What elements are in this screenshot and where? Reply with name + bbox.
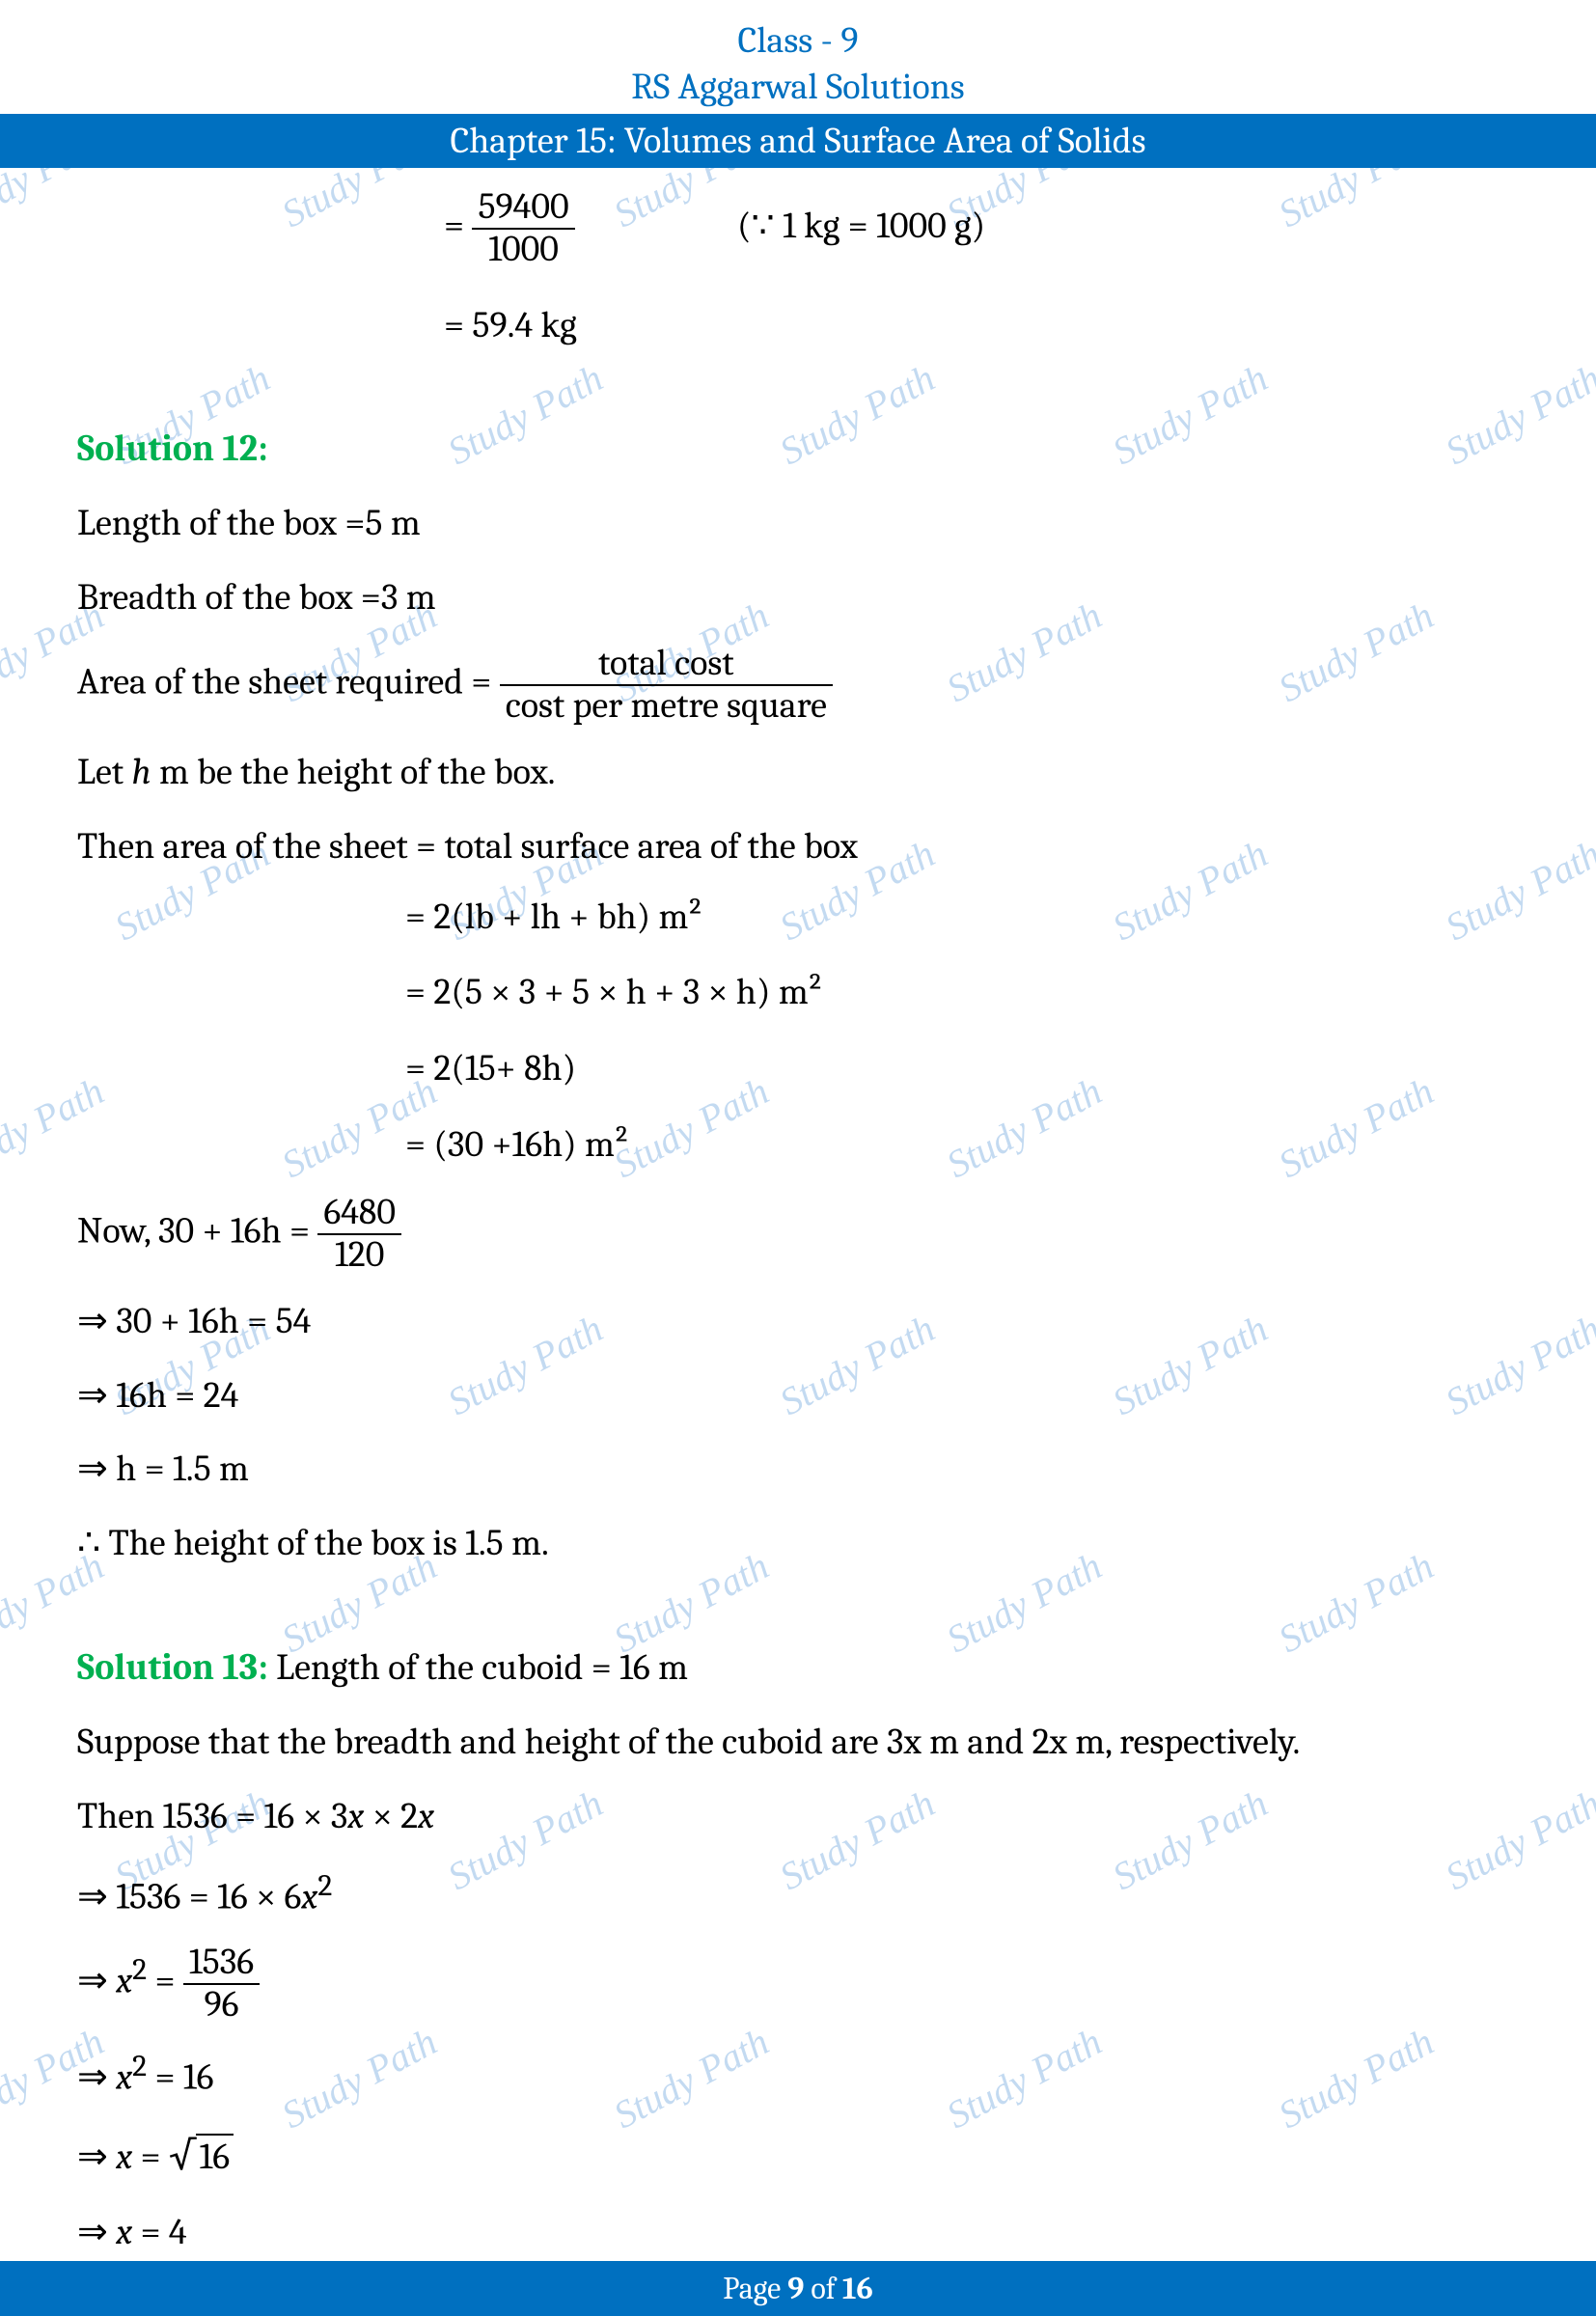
page-header: Class - 9 RS Aggarwal Solutions Chapter …: [0, 0, 1596, 168]
eq-lhs: =: [444, 205, 464, 247]
solution-label: Solution 12:: [77, 427, 268, 470]
text: Let: [77, 751, 132, 793]
solution-12-heading: Solution 12:: [77, 421, 1519, 478]
sol13-line4: ⇒ 1536 = 16 × 6x2: [77, 1862, 1519, 1926]
sol11-eq2: = 59.4 kg: [444, 297, 1519, 354]
sol12-line2: Breadth of the box =3 m: [77, 569, 1519, 626]
sol13-line2: Suppose that the breadth and height of t…: [77, 1714, 1519, 1771]
var-x: x: [116, 2211, 132, 2253]
fraction: total cost cost per metre square: [500, 644, 833, 727]
text: Area of the sheet required =: [77, 661, 491, 703]
text: ⇒ 1536 = 16 × 6: [77, 1876, 301, 1918]
footer-post: of: [804, 2271, 841, 2306]
header-title: RS Aggarwal Solutions: [0, 66, 1596, 108]
var-x: x: [116, 2056, 132, 2099]
text: Length of the cuboid = 16 m: [268, 1646, 688, 1689]
var-x: x: [301, 1876, 317, 1918]
page-footer: Page 9 of 16: [0, 2261, 1596, 2316]
text: = 4: [132, 2211, 186, 2253]
numerator: total cost: [500, 644, 833, 686]
exponent: 2: [132, 2049, 147, 2083]
eq-annotation: (∵ 1 kg = 1000 g): [737, 198, 985, 255]
text: × 2: [364, 1795, 418, 1837]
header-class: Class - 9: [0, 19, 1596, 62]
sol12-line9: = (30 +16h) m²: [405, 1117, 1519, 1173]
var-h: h: [132, 751, 151, 793]
sol12-line12: ⇒ 16h = 24: [77, 1367, 1519, 1424]
text: = 16: [147, 2056, 213, 2099]
sol12-line14: ∴ The height of the box is 1.5 m.: [77, 1515, 1519, 1572]
denominator: 96: [183, 1985, 260, 2026]
sol12-line1: Length of the box =5 m: [77, 495, 1519, 552]
text: =: [132, 2136, 169, 2178]
sol12-line11: ⇒ 30 + 16h = 54: [77, 1293, 1519, 1350]
denominator: 1000: [472, 230, 574, 270]
text: Now, 30 + 16h =: [77, 1210, 310, 1253]
header-chapter: Chapter 15: Volumes and Surface Area of …: [0, 114, 1596, 168]
fraction: 6480 120: [317, 1193, 401, 1276]
sqrt-icon: √: [169, 2132, 196, 2179]
page-total: 16: [842, 2271, 873, 2306]
text: m be the height of the box.: [151, 751, 556, 793]
fraction: 1536 96: [183, 1943, 260, 2026]
sol12-line7: = 2(5 × 3 + 5 × h + 3 × h) m²: [405, 964, 1519, 1021]
var-x: x: [347, 1795, 364, 1837]
var-x: x: [116, 1960, 132, 2002]
numerator: 59400: [472, 187, 574, 230]
page-content: = 59400 1000 (∵ 1 kg = 1000 g) = 59.4 kg…: [0, 168, 1596, 2261]
sol12-line10: Now, 30 + 16h = 6480 120: [77, 1193, 1519, 1276]
exponent: 2: [317, 1868, 332, 1903]
solution-label: Solution 13:: [77, 1646, 268, 1689]
exponent: 2: [132, 1952, 147, 1987]
var-x: x: [418, 1795, 434, 1837]
sol13-line7: ⇒ x = √16: [77, 2124, 1519, 2187]
sol12-line4: Let h m be the height of the box.: [77, 744, 1519, 801]
sol13-line6: ⇒ x2 = 16: [77, 2043, 1519, 2107]
text: ⇒: [77, 1960, 116, 2002]
sol11-eq1: = 59400 1000 (∵ 1 kg = 1000 g): [444, 187, 1519, 270]
sol12-line6: = 2(lb + lh + bh) m²: [405, 889, 1519, 946]
text: =: [147, 1960, 175, 2002]
numerator: 1536: [183, 1943, 260, 1985]
text: ⇒: [77, 2211, 116, 2253]
sol12-line3: Area of the sheet required = total cost …: [77, 644, 1519, 727]
sol12-line5: Then area of the sheet = total surface a…: [77, 818, 1519, 875]
text: ⇒: [77, 2136, 116, 2178]
var-x: x: [116, 2136, 132, 2178]
solution-13-heading: Solution 13: Length of the cuboid = 16 m: [77, 1640, 1519, 1696]
numerator: 6480: [317, 1193, 401, 1235]
sqrt-arg: 16: [196, 2134, 234, 2178]
sol13-line5: ⇒ x2 = 1536 96: [77, 1943, 1519, 2026]
footer-pre: Page: [723, 2271, 787, 2306]
sol12-line13: ⇒ h = 1.5 m: [77, 1441, 1519, 1498]
sol13-line8: ⇒ x = 4: [77, 2204, 1519, 2261]
page-number: 9: [787, 2271, 804, 2306]
sol13-line3: Then 1536 = 16 × 3x × 2x: [77, 1788, 1519, 1845]
text: ⇒: [77, 2056, 116, 2099]
denominator: cost per metre square: [500, 686, 833, 727]
text: Then 1536 = 16 × 3: [77, 1795, 347, 1837]
sol12-line8: = 2(15+ 8h): [405, 1040, 1519, 1097]
fraction: 59400 1000: [472, 187, 574, 270]
denominator: 120: [317, 1235, 401, 1276]
